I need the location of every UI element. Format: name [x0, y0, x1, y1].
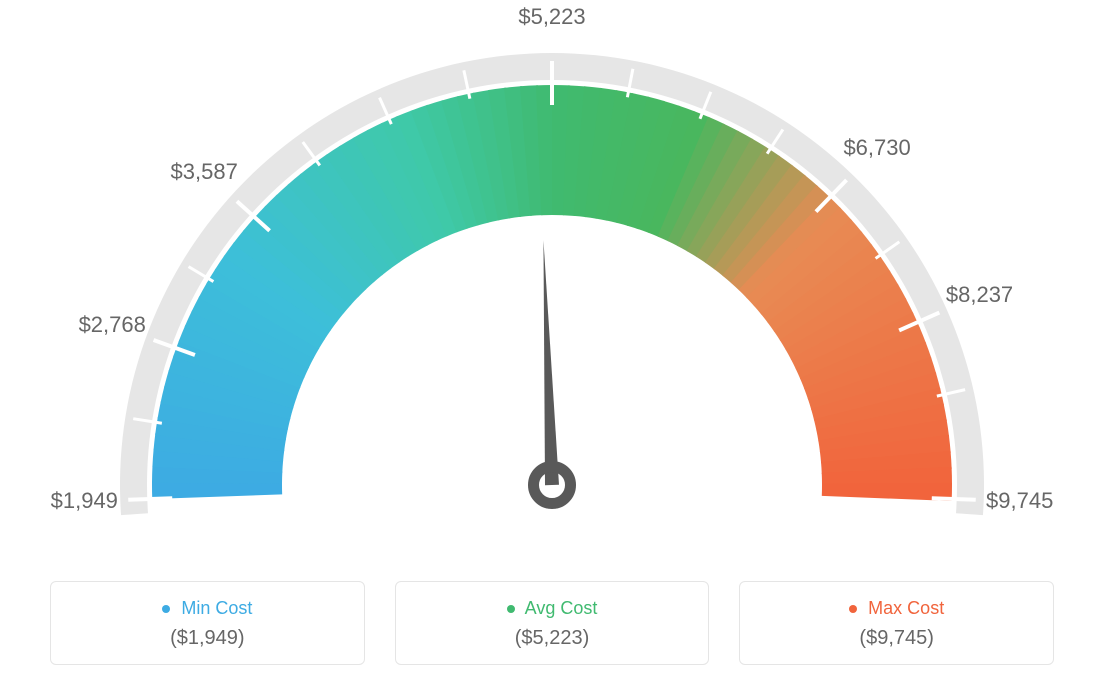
gauge-tick-label: $2,768	[79, 312, 146, 338]
gauge-chart-container: $1,949 $2,768 $3,587 $5,223 $6,730 $8,237 $9,7…	[0, 0, 1104, 690]
max-cost-label: Max Cost	[868, 598, 944, 618]
gauge-tick-label: $9,745	[986, 488, 1053, 514]
gauge-tick-label: $6,730	[843, 135, 910, 161]
avg-cost-card: Avg Cost ($5,223)	[395, 581, 710, 665]
gauge-tick-label: $8,237	[946, 282, 1013, 308]
summary-cards: Min Cost ($1,949) Avg Cost ($5,223) Max …	[50, 581, 1054, 665]
min-dot-icon	[162, 605, 170, 613]
avg-cost-value: ($5,223)	[416, 627, 689, 650]
gauge-tick-label: $5,223	[518, 4, 585, 30]
avg-cost-label: Avg Cost	[525, 598, 598, 618]
gauge-svg	[0, 0, 1104, 560]
max-cost-card: Max Cost ($9,745)	[739, 581, 1054, 665]
avg-cost-title: Avg Cost	[416, 598, 689, 619]
min-cost-value: ($1,949)	[71, 627, 344, 650]
avg-dot-icon	[507, 605, 515, 613]
max-dot-icon	[849, 605, 857, 613]
gauge-area: $1,949 $2,768 $3,587 $5,223 $6,730 $8,237 $9,7…	[0, 0, 1104, 560]
gauge-tick-label: $1,949	[51, 488, 118, 514]
min-cost-title: Min Cost	[71, 598, 344, 619]
min-cost-label: Min Cost	[181, 598, 252, 618]
min-cost-card: Min Cost ($1,949)	[50, 581, 365, 665]
max-cost-title: Max Cost	[760, 598, 1033, 619]
max-cost-value: ($9,745)	[760, 627, 1033, 650]
gauge-tick-label: $3,587	[171, 159, 238, 185]
